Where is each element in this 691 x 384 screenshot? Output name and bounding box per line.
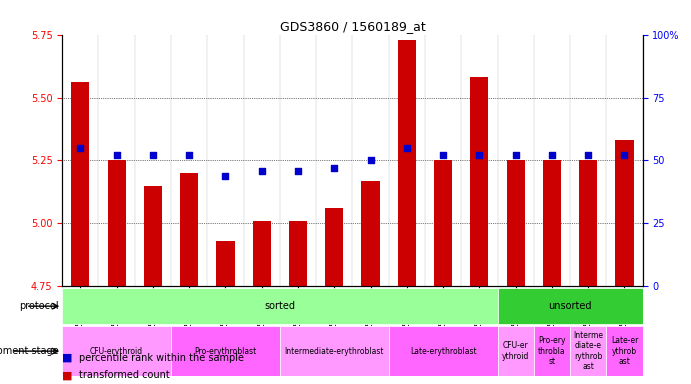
Text: percentile rank within the sample: percentile rank within the sample (79, 353, 245, 363)
Text: ■: ■ (62, 353, 73, 363)
FancyBboxPatch shape (280, 326, 388, 376)
Bar (434, 161, 452, 286)
Bar (471, 77, 489, 286)
Point (256, 167, 267, 174)
FancyBboxPatch shape (171, 326, 280, 376)
Text: transformed count: transformed count (79, 370, 170, 380)
Point (437, 152, 448, 159)
Point (75, 145, 86, 151)
FancyBboxPatch shape (62, 326, 171, 376)
Text: CFU-erythroid: CFU-erythroid (90, 347, 143, 356)
Text: ■: ■ (62, 370, 73, 380)
Title: GDS3860 / 1560189_at: GDS3860 / 1560189_at (280, 20, 425, 33)
Text: development stage: development stage (0, 346, 59, 356)
FancyBboxPatch shape (570, 326, 607, 376)
Point (111, 152, 122, 159)
Point (220, 172, 231, 179)
Bar (108, 161, 126, 286)
Text: Intermediate-erythroblast: Intermediate-erythroblast (285, 347, 384, 356)
Bar (398, 40, 416, 286)
Text: protocol: protocol (19, 301, 59, 311)
Bar (507, 161, 524, 286)
Point (329, 165, 340, 171)
Point (474, 152, 485, 159)
Text: Pro-erythroblast: Pro-erythroblast (194, 347, 256, 356)
Text: unsorted: unsorted (549, 301, 591, 311)
Text: sorted: sorted (265, 301, 295, 311)
Point (292, 167, 303, 174)
FancyBboxPatch shape (498, 326, 533, 376)
FancyBboxPatch shape (533, 326, 570, 376)
Text: CFU-er
ythroid: CFU-er ythroid (502, 341, 529, 361)
FancyBboxPatch shape (62, 288, 498, 324)
Point (147, 152, 158, 159)
Point (583, 152, 594, 159)
Bar (579, 161, 597, 286)
Bar (253, 221, 271, 286)
Point (365, 157, 376, 164)
Bar (361, 180, 379, 286)
Bar (616, 140, 634, 286)
Text: Late-erythroblast: Late-erythroblast (410, 347, 476, 356)
Point (401, 145, 413, 151)
FancyBboxPatch shape (388, 326, 498, 376)
Bar (71, 83, 89, 286)
Bar (216, 241, 234, 286)
Text: Interme
diate-e
rythrob
ast: Interme diate-e rythrob ast (574, 331, 603, 371)
Bar (289, 221, 307, 286)
FancyBboxPatch shape (498, 288, 643, 324)
Point (184, 152, 195, 159)
Point (547, 152, 558, 159)
Bar (325, 208, 343, 286)
Bar (543, 161, 561, 286)
Text: Pro-ery
throbla
st: Pro-ery throbla st (538, 336, 566, 366)
Bar (144, 185, 162, 286)
Text: Late-er
ythrob
ast: Late-er ythrob ast (611, 336, 638, 366)
Bar (180, 173, 198, 286)
Point (510, 152, 521, 159)
Point (619, 152, 630, 159)
FancyBboxPatch shape (607, 326, 643, 376)
